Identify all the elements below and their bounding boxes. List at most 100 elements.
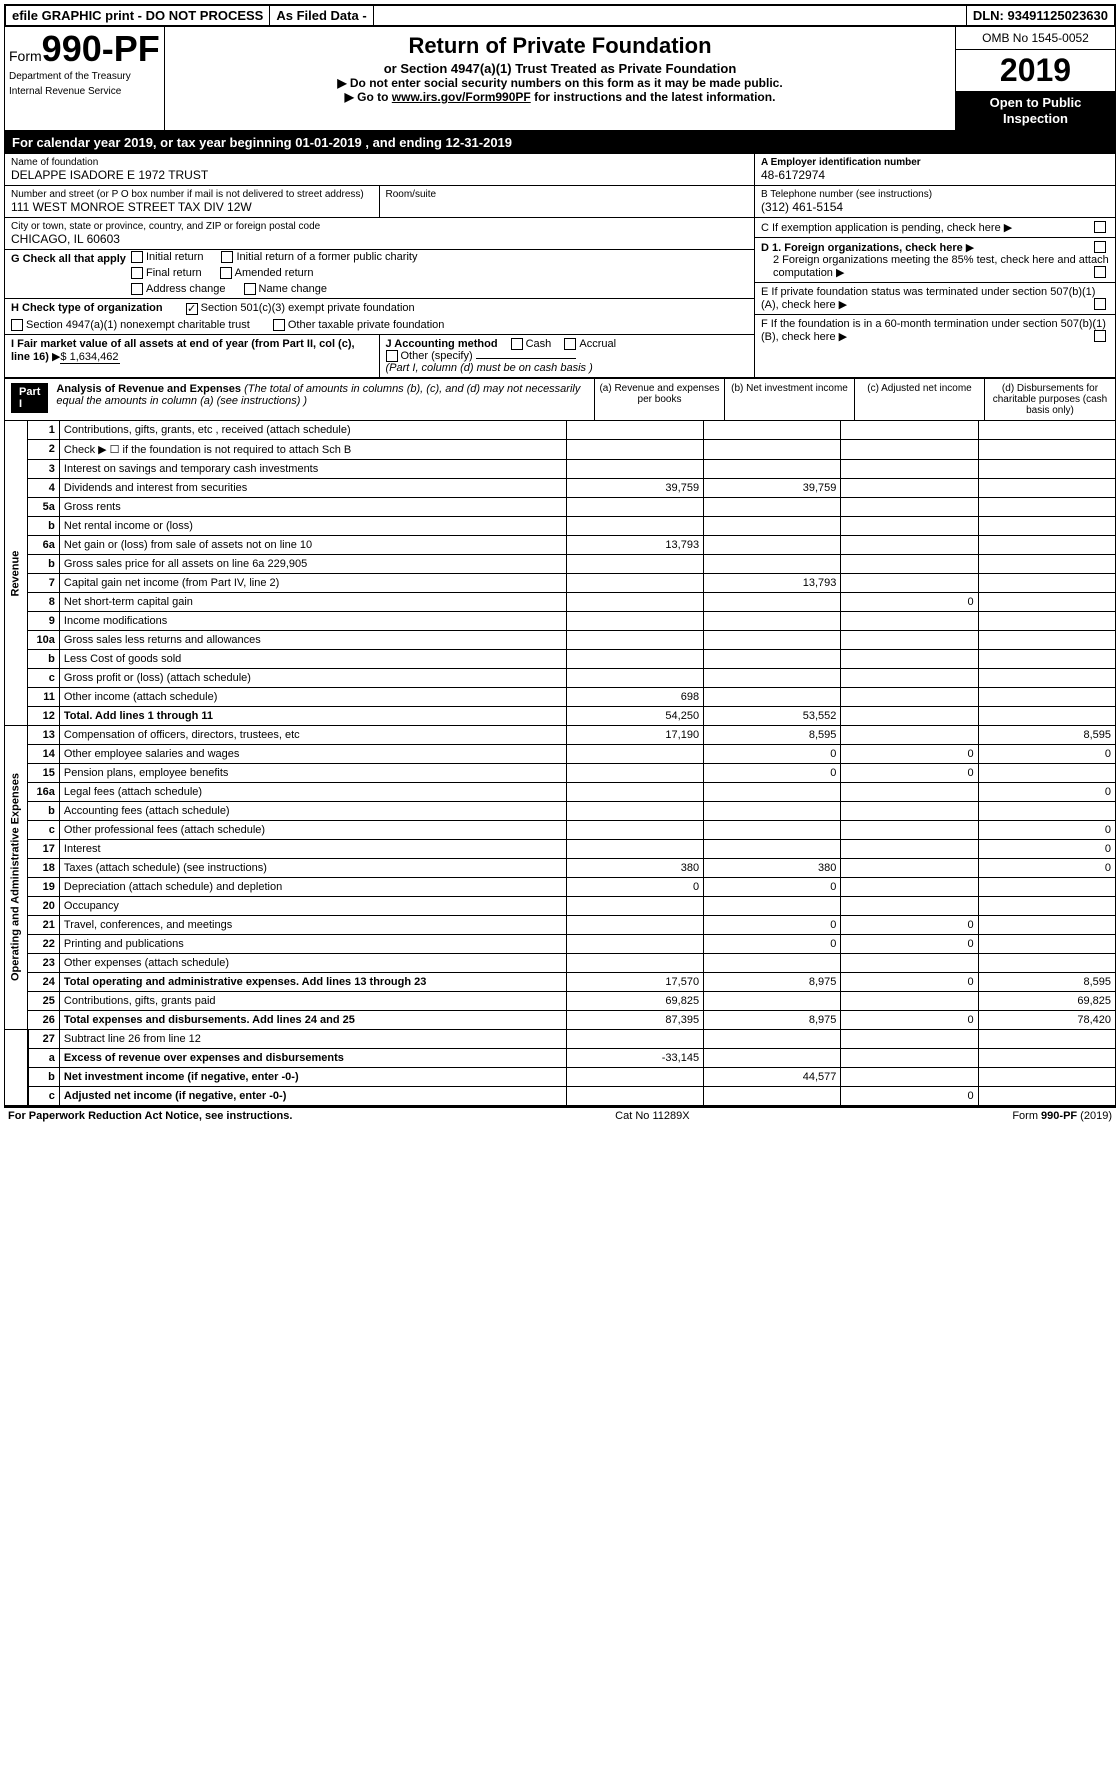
amount-cell: 0 <box>704 915 841 934</box>
section-f: F If the foundation is in a 60-month ter… <box>755 315 1115 346</box>
amount-cell: 0 <box>841 592 978 611</box>
cb-final-return[interactable] <box>131 267 143 279</box>
cb-other-method[interactable] <box>386 350 398 362</box>
cb-60month[interactable] <box>1094 330 1106 342</box>
amount-cell <box>841 953 978 972</box>
cb-initial-former[interactable] <box>221 251 233 263</box>
cb-foreign-org[interactable] <box>1094 241 1106 253</box>
amount-cell <box>566 934 703 953</box>
irs-link[interactable]: www.irs.gov/Form990PF <box>392 90 531 104</box>
amount-cell <box>978 668 1115 687</box>
col-d-header: (d) Disbursements for charitable purpose… <box>985 379 1115 420</box>
line-number: 5a <box>28 497 60 516</box>
amount-cell <box>978 1048 1115 1067</box>
line-number: 13 <box>28 725 60 744</box>
side-label: Operating and Administrative Expenses <box>5 725 28 1029</box>
part1-table: Revenue1Contributions, gifts, grants, et… <box>4 421 1116 1106</box>
amount-cell <box>978 439 1115 459</box>
amount-cell: 87,395 <box>566 1010 703 1029</box>
amount-cell <box>978 592 1115 611</box>
cb-name-change[interactable] <box>244 283 256 295</box>
amount-cell: 0 <box>978 782 1115 801</box>
line-description: Excess of revenue over expenses and disb… <box>59 1048 566 1067</box>
amount-cell <box>566 1067 703 1086</box>
amount-cell <box>841 782 978 801</box>
amount-cell <box>566 554 703 573</box>
amount-cell <box>566 573 703 592</box>
amount-cell <box>978 649 1115 668</box>
line-description: Contributions, gifts, grants paid <box>59 991 566 1010</box>
line-description: Dividends and interest from securities <box>59 478 566 497</box>
line-number: 21 <box>28 915 60 934</box>
part1-title: Analysis of Revenue and Expenses <box>56 383 241 395</box>
amount-cell <box>841 649 978 668</box>
cb-other-taxable[interactable] <box>273 319 285 331</box>
side-label: Revenue <box>5 421 28 726</box>
amount-cell <box>566 668 703 687</box>
amount-cell <box>978 497 1115 516</box>
amount-cell <box>704 668 841 687</box>
line-number: a <box>28 1048 60 1067</box>
amount-cell <box>978 801 1115 820</box>
section-c: C If exemption application is pending, c… <box>755 218 1115 238</box>
cb-initial-return[interactable] <box>131 251 143 263</box>
line-description: Legal fees (attach schedule) <box>59 782 566 801</box>
line-number: 23 <box>28 953 60 972</box>
line-number: 6a <box>28 535 60 554</box>
amount-cell <box>704 839 841 858</box>
cb-cash[interactable] <box>511 338 523 350</box>
address-label: Number and street (or P O box number if … <box>11 189 373 200</box>
amount-cell: 39,759 <box>566 478 703 497</box>
cb-status-terminated[interactable] <box>1094 298 1106 310</box>
line-number: 16a <box>28 782 60 801</box>
amount-cell <box>841 630 978 649</box>
amount-cell: 0 <box>978 858 1115 877</box>
amount-cell <box>841 687 978 706</box>
amount-cell <box>841 801 978 820</box>
line-description: Gross sales less returns and allowances <box>59 630 566 649</box>
amount-cell <box>841 1048 978 1067</box>
amount-cell: 8,595 <box>704 725 841 744</box>
line-description: Interest <box>59 839 566 858</box>
line-number: 12 <box>28 706 60 725</box>
line-number: 17 <box>28 839 60 858</box>
line-number: 9 <box>28 611 60 630</box>
amount-cell <box>841 991 978 1010</box>
tax-year-bar: For calendar year 2019, or tax year begi… <box>4 131 1116 154</box>
cb-amended-return[interactable] <box>220 267 232 279</box>
cb-4947a1[interactable] <box>11 319 23 331</box>
col-a-header: (a) Revenue and expenses per books <box>595 379 725 420</box>
line-description: Travel, conferences, and meetings <box>59 915 566 934</box>
cb-accrual[interactable] <box>564 338 576 350</box>
line-number: 15 <box>28 763 60 782</box>
ein-label: A Employer identification number <box>761 157 1109 168</box>
amount-cell <box>841 1067 978 1086</box>
amount-cell: 0 <box>566 877 703 896</box>
amount-cell <box>841 478 978 497</box>
amount-cell <box>566 439 703 459</box>
cb-85pct-test[interactable] <box>1094 266 1106 278</box>
line-description: Gross sales price for all assets on line… <box>59 554 566 573</box>
amount-cell: 69,825 <box>978 991 1115 1010</box>
cb-addr-change[interactable] <box>131 283 143 295</box>
cb-501c3[interactable] <box>186 303 198 315</box>
line-description: Other professional fees (attach schedule… <box>59 820 566 839</box>
amount-cell <box>704 1029 841 1048</box>
line-description: Interest on savings and temporary cash i… <box>59 459 566 478</box>
amount-cell: 39,759 <box>704 478 841 497</box>
amount-cell <box>704 649 841 668</box>
ssn-notice: ▶ Do not enter social security numbers o… <box>173 76 947 90</box>
line-number: 11 <box>28 687 60 706</box>
amount-cell <box>978 1029 1115 1048</box>
amount-cell <box>566 1029 703 1048</box>
amount-cell <box>978 611 1115 630</box>
cb-exemption-pending[interactable] <box>1094 221 1106 233</box>
amount-cell: 0 <box>704 744 841 763</box>
line-number: 1 <box>28 421 60 440</box>
footer-left: For Paperwork Reduction Act Notice, see … <box>8 1110 292 1122</box>
section-g: G Check all that apply Initial return In… <box>5 250 754 299</box>
line-number: 4 <box>28 478 60 497</box>
form-number: 990-PF <box>42 28 160 69</box>
line-number: b <box>28 649 60 668</box>
amount-cell <box>978 516 1115 535</box>
